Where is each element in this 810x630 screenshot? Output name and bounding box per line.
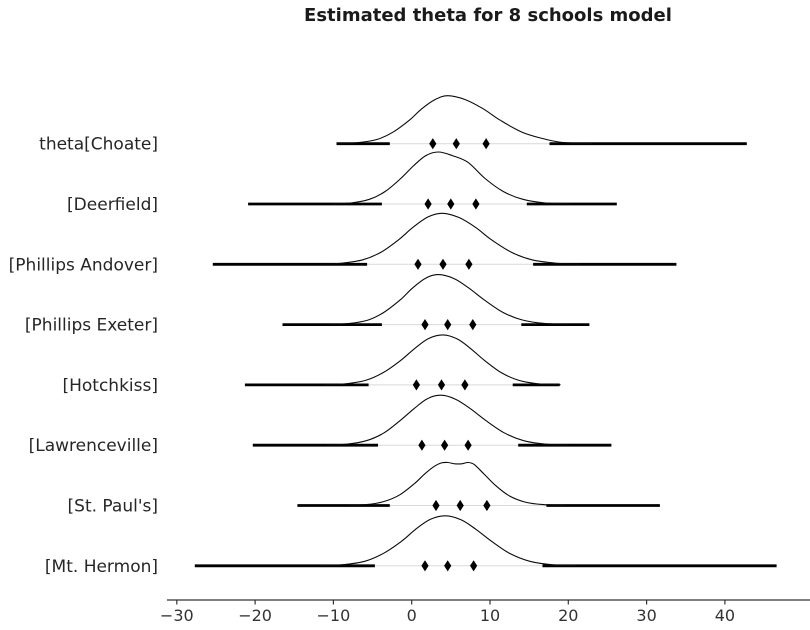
x-tick-label: 0: [407, 606, 417, 625]
density-curve: [323, 334, 561, 386]
x-tick-label: 10: [480, 606, 500, 625]
quartile-marker: [456, 499, 464, 512]
quartile-marker: [424, 198, 432, 210]
quartile-marker: [472, 198, 480, 210]
quartile-marker: [412, 379, 420, 391]
row-label: [Phillips Exeter]: [25, 316, 158, 336]
quartile-marker: [418, 439, 426, 451]
row-label: [Deerfield]: [67, 195, 158, 215]
x-tick-label: −20: [238, 606, 272, 625]
quartile-marker: [465, 258, 473, 270]
x-axis: −30 −20 −10 0 10 20 30 40: [160, 599, 810, 625]
quartile-marker: [461, 379, 469, 391]
x-tick-label: 30: [636, 606, 656, 625]
density-curve: [320, 515, 577, 567]
plot-title: Estimated theta for 8 schools model: [304, 5, 672, 26]
density-curve: [320, 212, 581, 265]
row-label: theta[Choate]: [39, 135, 158, 155]
quartile-marker: [429, 138, 437, 150]
density-row: [Phillips Exeter]: [25, 274, 590, 336]
quartile-marker: [464, 439, 472, 451]
quartile-marker: [439, 258, 447, 270]
quartile-marker: [414, 258, 422, 270]
density-row: [Deerfield]: [67, 151, 617, 215]
density-row: theta[Choate]: [39, 95, 747, 155]
density-curve: [338, 95, 592, 145]
row-label: [Lawrenceville]: [29, 436, 158, 456]
row-label: [Hotchkiss]: [62, 376, 158, 396]
x-tick-label: 20: [558, 606, 578, 625]
quartile-marker: [441, 439, 449, 451]
density-row: [Lawrenceville]: [29, 394, 612, 456]
density-row: [St. Paul's]: [68, 461, 660, 517]
quartile-marker: [444, 319, 452, 331]
density-row: [Mt. Hermon]: [45, 515, 777, 577]
x-tick-label: 40: [715, 606, 735, 625]
density-row: [Hotchkiss]: [62, 334, 561, 396]
row-label: [Phillips Andover]: [9, 255, 158, 275]
density-curve: [326, 394, 569, 446]
density-curve: [349, 461, 565, 506]
quartile-marker: [452, 138, 460, 150]
quartile-marker: [483, 499, 491, 512]
x-tick-label: −30: [160, 606, 194, 625]
quartile-marker: [469, 319, 477, 331]
x-tick-label: −10: [317, 606, 351, 625]
quartile-marker: [482, 138, 490, 150]
density-row: [Phillips Andover]: [9, 212, 677, 275]
quartile-marker: [421, 319, 429, 331]
quartile-marker: [421, 560, 429, 572]
quartile-marker: [444, 560, 452, 572]
quartile-marker: [437, 379, 446, 391]
density-rows-layer: theta[Choate] [Deerfield] [Phillips Andove…: [9, 95, 777, 577]
row-label: [St. Paul's]: [68, 497, 158, 517]
density-curve: [329, 274, 570, 325]
row-label: [Mt. Hermon]: [45, 557, 158, 577]
quartile-marker: [432, 499, 440, 512]
quartile-marker: [470, 560, 478, 572]
quartile-marker: [447, 198, 455, 210]
density-curve: [331, 151, 570, 205]
